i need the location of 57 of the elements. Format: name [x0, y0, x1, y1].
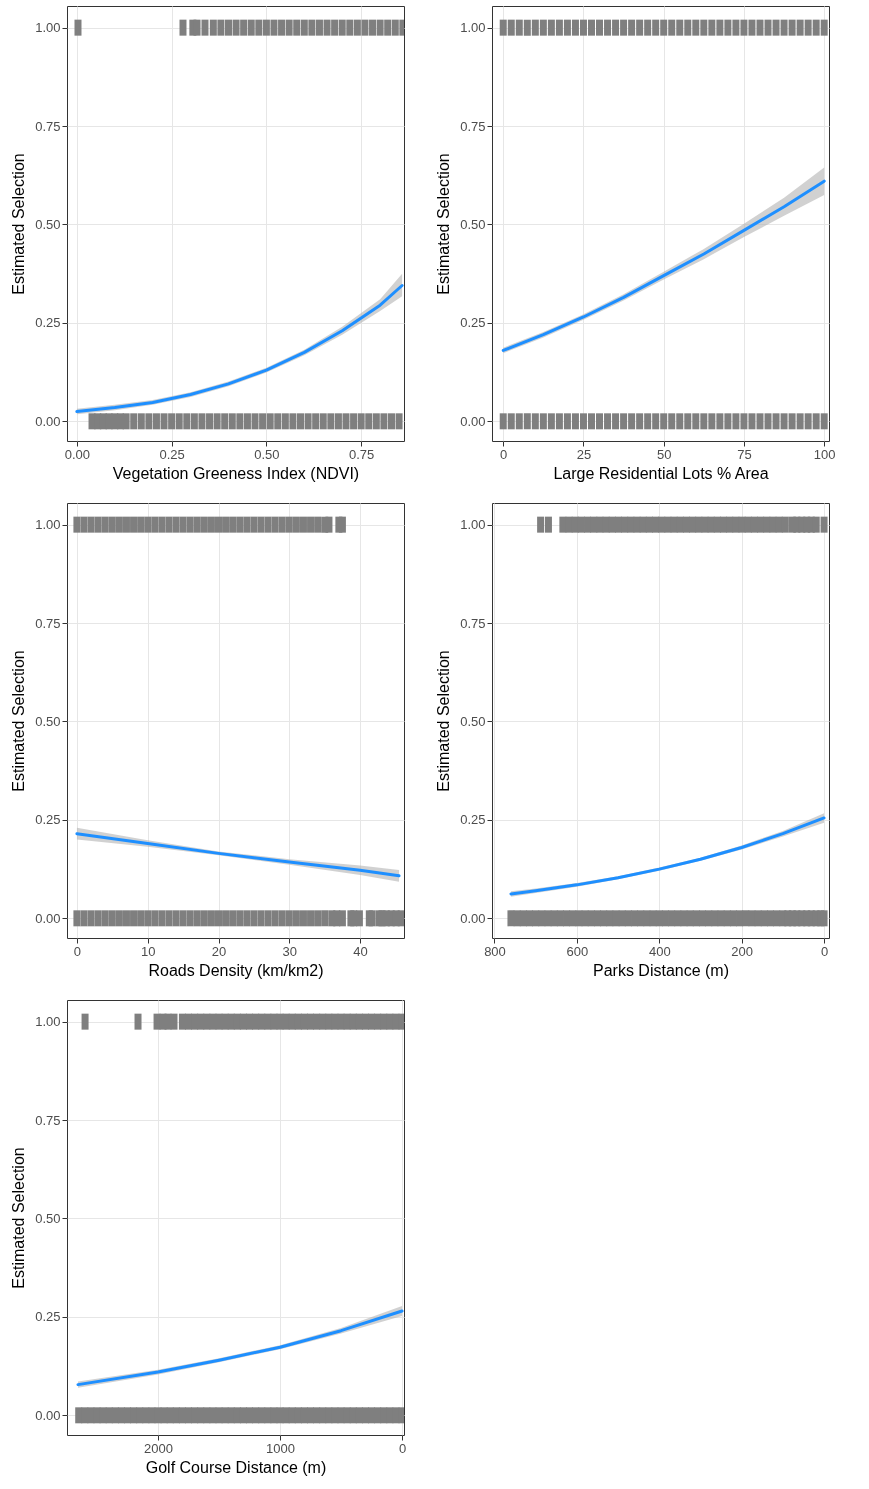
y-tick-label: 0.00 — [35, 910, 61, 926]
x-axis-title: Roads Density (km/km2) — [148, 961, 324, 979]
x-tick-label: 75 — [737, 446, 752, 462]
x-tick-label: 0.50 — [254, 446, 280, 462]
x-tick-label: 200 — [731, 943, 754, 959]
x-tick-label: 0.75 — [349, 446, 375, 462]
y-tick-label: 1.00 — [35, 517, 61, 533]
x-tick-label: 10 — [140, 943, 156, 959]
y-tick-label: 0.00 — [460, 413, 486, 429]
x-tick-label: 800 — [484, 943, 506, 959]
x-tick-label: 25 — [576, 446, 592, 462]
y-tick-label: 0.75 — [460, 118, 486, 134]
x-tick-label: 600 — [566, 943, 589, 959]
y-axis-title: Estimated Selection — [10, 153, 28, 295]
x-tick-label: 30 — [282, 943, 298, 959]
x-tick-label: 0 — [73, 943, 82, 959]
y-tick-label: 0.50 — [35, 216, 61, 232]
x-tick-label: 0 — [820, 943, 829, 959]
x-axis-title: Golf Course Distance (m) — [145, 1458, 327, 1476]
y-tick-label: 1.00 — [460, 20, 486, 36]
x-tick-label: 20 — [211, 943, 227, 959]
y-tick-label: 0.00 — [35, 413, 61, 429]
y-axis-title: Estimated Selection — [435, 650, 453, 792]
x-axis-title: Parks Distance (m) — [592, 961, 730, 979]
y-tick-label: 0.50 — [460, 216, 486, 232]
y-tick-label: 1.00 — [35, 1014, 61, 1030]
y-tick-label: 0.75 — [460, 615, 486, 631]
y-tick-label: 1.00 — [35, 20, 61, 36]
x-tick-label: 0 — [500, 446, 508, 462]
x-tick-label: 1000 — [266, 1440, 295, 1456]
x-tick-label: 100 — [813, 446, 836, 462]
y-tick-label: 0.25 — [460, 315, 486, 331]
x-tick-label: 400 — [648, 943, 671, 959]
y-tick-label: 0.25 — [35, 315, 61, 331]
y-tick-label: 0.50 — [35, 713, 61, 729]
x-tick-label: 0.00 — [64, 446, 91, 462]
x-axis-title: Large Residential Lots % Area — [553, 464, 769, 482]
y-tick-label: 0.25 — [35, 812, 61, 828]
y-tick-label: 0.25 — [460, 812, 486, 828]
x-tick-label: 2000 — [144, 1440, 173, 1456]
y-tick-label: 0.75 — [35, 615, 61, 631]
y-tick-label: 0.25 — [35, 1309, 61, 1325]
x-tick-label: 0 — [398, 1440, 407, 1456]
y-axis-title: Estimated Selection — [10, 650, 28, 792]
x-tick-label: 40 — [353, 943, 368, 959]
y-axis-title: Estimated Selection — [435, 153, 453, 295]
y-tick-label: 0.50 — [460, 713, 486, 729]
y-axis-title: Estimated Selection — [10, 1147, 28, 1289]
y-tick-label: 0.00 — [460, 910, 486, 926]
y-tick-label: 0.75 — [35, 118, 61, 134]
y-tick-label: 0.75 — [35, 1112, 61, 1128]
x-tick-label: 50 — [656, 446, 672, 462]
y-tick-label: 0.50 — [35, 1210, 61, 1226]
y-tick-label: 0.00 — [35, 1407, 61, 1423]
x-axis-title: Vegetation Greeness Index (NDVI) — [112, 464, 360, 482]
y-tick-label: 1.00 — [460, 517, 486, 533]
x-tick-label: 0.25 — [159, 446, 185, 462]
